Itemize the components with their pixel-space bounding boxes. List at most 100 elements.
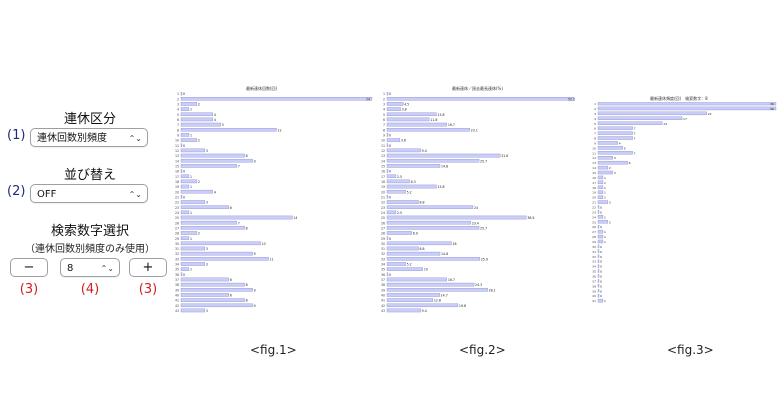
bar bbox=[386, 122, 447, 127]
tick-label: 43 bbox=[175, 309, 179, 313]
data-label: 2 bbox=[198, 139, 200, 143]
tick-label: 35 bbox=[592, 270, 596, 274]
data-label: 0 bbox=[600, 255, 602, 259]
data-label: 0 bbox=[600, 284, 602, 288]
bar bbox=[386, 257, 480, 261]
data-label: 0 bbox=[600, 260, 602, 264]
bar bbox=[180, 117, 213, 122]
tick-label: 25 bbox=[381, 216, 385, 220]
tick-label: 20 bbox=[592, 196, 596, 200]
bar bbox=[180, 158, 253, 163]
tick-label: 33 bbox=[592, 260, 596, 264]
interval-type-select[interactable]: 連休回数別頻度 ⌃⌄ bbox=[30, 128, 148, 147]
decrement-button[interactable]: − bbox=[10, 258, 48, 277]
tick-label: 37 bbox=[175, 278, 179, 282]
figure-1-caption: <fig.1> bbox=[250, 343, 297, 357]
bar bbox=[386, 153, 501, 158]
tick-label: 6 bbox=[383, 118, 385, 122]
tick-label: 22 bbox=[175, 201, 179, 205]
tick-label: 17 bbox=[175, 175, 179, 179]
data-label: 13.8 bbox=[437, 185, 444, 189]
bar bbox=[180, 277, 229, 282]
tick-label: 42 bbox=[381, 304, 385, 308]
tick-label: 15 bbox=[175, 164, 179, 168]
bar bbox=[597, 141, 618, 145]
data-label: 7 bbox=[634, 151, 636, 155]
bar bbox=[180, 112, 213, 117]
tick-label: 29 bbox=[175, 237, 179, 241]
tick-label: 16 bbox=[175, 170, 179, 174]
data-label: 23.4 bbox=[472, 221, 479, 225]
tick-label: 27 bbox=[175, 226, 179, 230]
data-label: 19.8 bbox=[459, 304, 466, 308]
figure-3-title: 最新連休頻度(回) 検索数字：8 bbox=[650, 96, 708, 101]
data-label: 0 bbox=[600, 270, 602, 274]
tick-label: 5 bbox=[177, 113, 179, 117]
bar bbox=[386, 241, 452, 246]
bar bbox=[386, 112, 437, 117]
data-label: 24.3 bbox=[475, 283, 482, 287]
tick-label: 21 bbox=[381, 195, 385, 199]
bar bbox=[386, 127, 470, 132]
data-label: 52.2 bbox=[568, 97, 575, 101]
data-label: 1 bbox=[190, 185, 192, 189]
data-label: 0 bbox=[600, 294, 602, 298]
tick-label: 1 bbox=[177, 92, 179, 96]
data-label: 3 bbox=[206, 263, 208, 267]
bar bbox=[386, 117, 430, 122]
bar bbox=[386, 293, 440, 297]
bar bbox=[597, 180, 604, 185]
tick-label: 35 bbox=[381, 268, 385, 272]
figure-3: 最新連休頻度(回) 検索数字：8 1 36 2 36 3 22 4 17 5 13 6 7 7 7 8 7 9 4… bbox=[584, 96, 780, 308]
tick-label: 25 bbox=[175, 216, 179, 220]
tick-label: 33 bbox=[381, 257, 385, 261]
data-label: 1 bbox=[604, 240, 606, 244]
sort-select[interactable]: OFF ⌃⌄ bbox=[30, 184, 148, 203]
data-label: 22 bbox=[708, 112, 712, 116]
data-label: 0 bbox=[183, 273, 185, 277]
tick-label: 33 bbox=[175, 257, 179, 261]
bar bbox=[386, 262, 406, 266]
tick-label: 3 bbox=[383, 103, 385, 107]
data-label: 38.9 bbox=[527, 216, 534, 220]
bar bbox=[180, 298, 245, 302]
tick-label: 2 bbox=[594, 107, 596, 111]
tick-label: 16 bbox=[592, 176, 596, 180]
bar bbox=[180, 231, 198, 235]
tick-label: 37 bbox=[381, 278, 385, 282]
data-label: 25.7 bbox=[480, 159, 487, 163]
bar bbox=[597, 136, 633, 140]
data-label: 6 bbox=[230, 294, 232, 298]
bar bbox=[386, 267, 423, 271]
data-label: 6.9 bbox=[413, 232, 418, 236]
data-label: 8.8 bbox=[420, 247, 425, 251]
tick-label: 18 bbox=[592, 186, 596, 190]
bar bbox=[180, 97, 373, 101]
bar bbox=[597, 165, 609, 170]
tick-label: 36 bbox=[592, 274, 596, 278]
section1-index: (1) bbox=[7, 128, 26, 143]
data-label: 8 bbox=[246, 226, 248, 230]
tick-label: 22 bbox=[592, 206, 596, 210]
bar bbox=[386, 184, 437, 189]
bar bbox=[386, 179, 410, 184]
bar bbox=[386, 272, 389, 277]
data-label: 1 bbox=[604, 215, 606, 219]
tick-label: 31 bbox=[592, 250, 596, 254]
bar bbox=[180, 308, 206, 313]
bar bbox=[180, 107, 190, 111]
section3-note: （連休回数別頻度のみ使用） bbox=[25, 244, 155, 255]
data-label: 0 bbox=[600, 206, 602, 210]
tick-label: 19 bbox=[592, 191, 596, 195]
bar bbox=[386, 158, 480, 163]
increment-button[interactable]: + bbox=[129, 258, 167, 277]
label-increment: (3) bbox=[138, 282, 158, 297]
data-label: 1 bbox=[604, 191, 606, 195]
bar bbox=[180, 189, 213, 194]
data-label: 23.1 bbox=[471, 128, 478, 132]
tick-label: 19 bbox=[175, 185, 179, 189]
data-label: 12.8 bbox=[434, 299, 441, 303]
bar bbox=[180, 241, 261, 246]
bar bbox=[180, 282, 245, 287]
search-number-select[interactable]: 8 ⌃⌄ bbox=[60, 258, 120, 277]
